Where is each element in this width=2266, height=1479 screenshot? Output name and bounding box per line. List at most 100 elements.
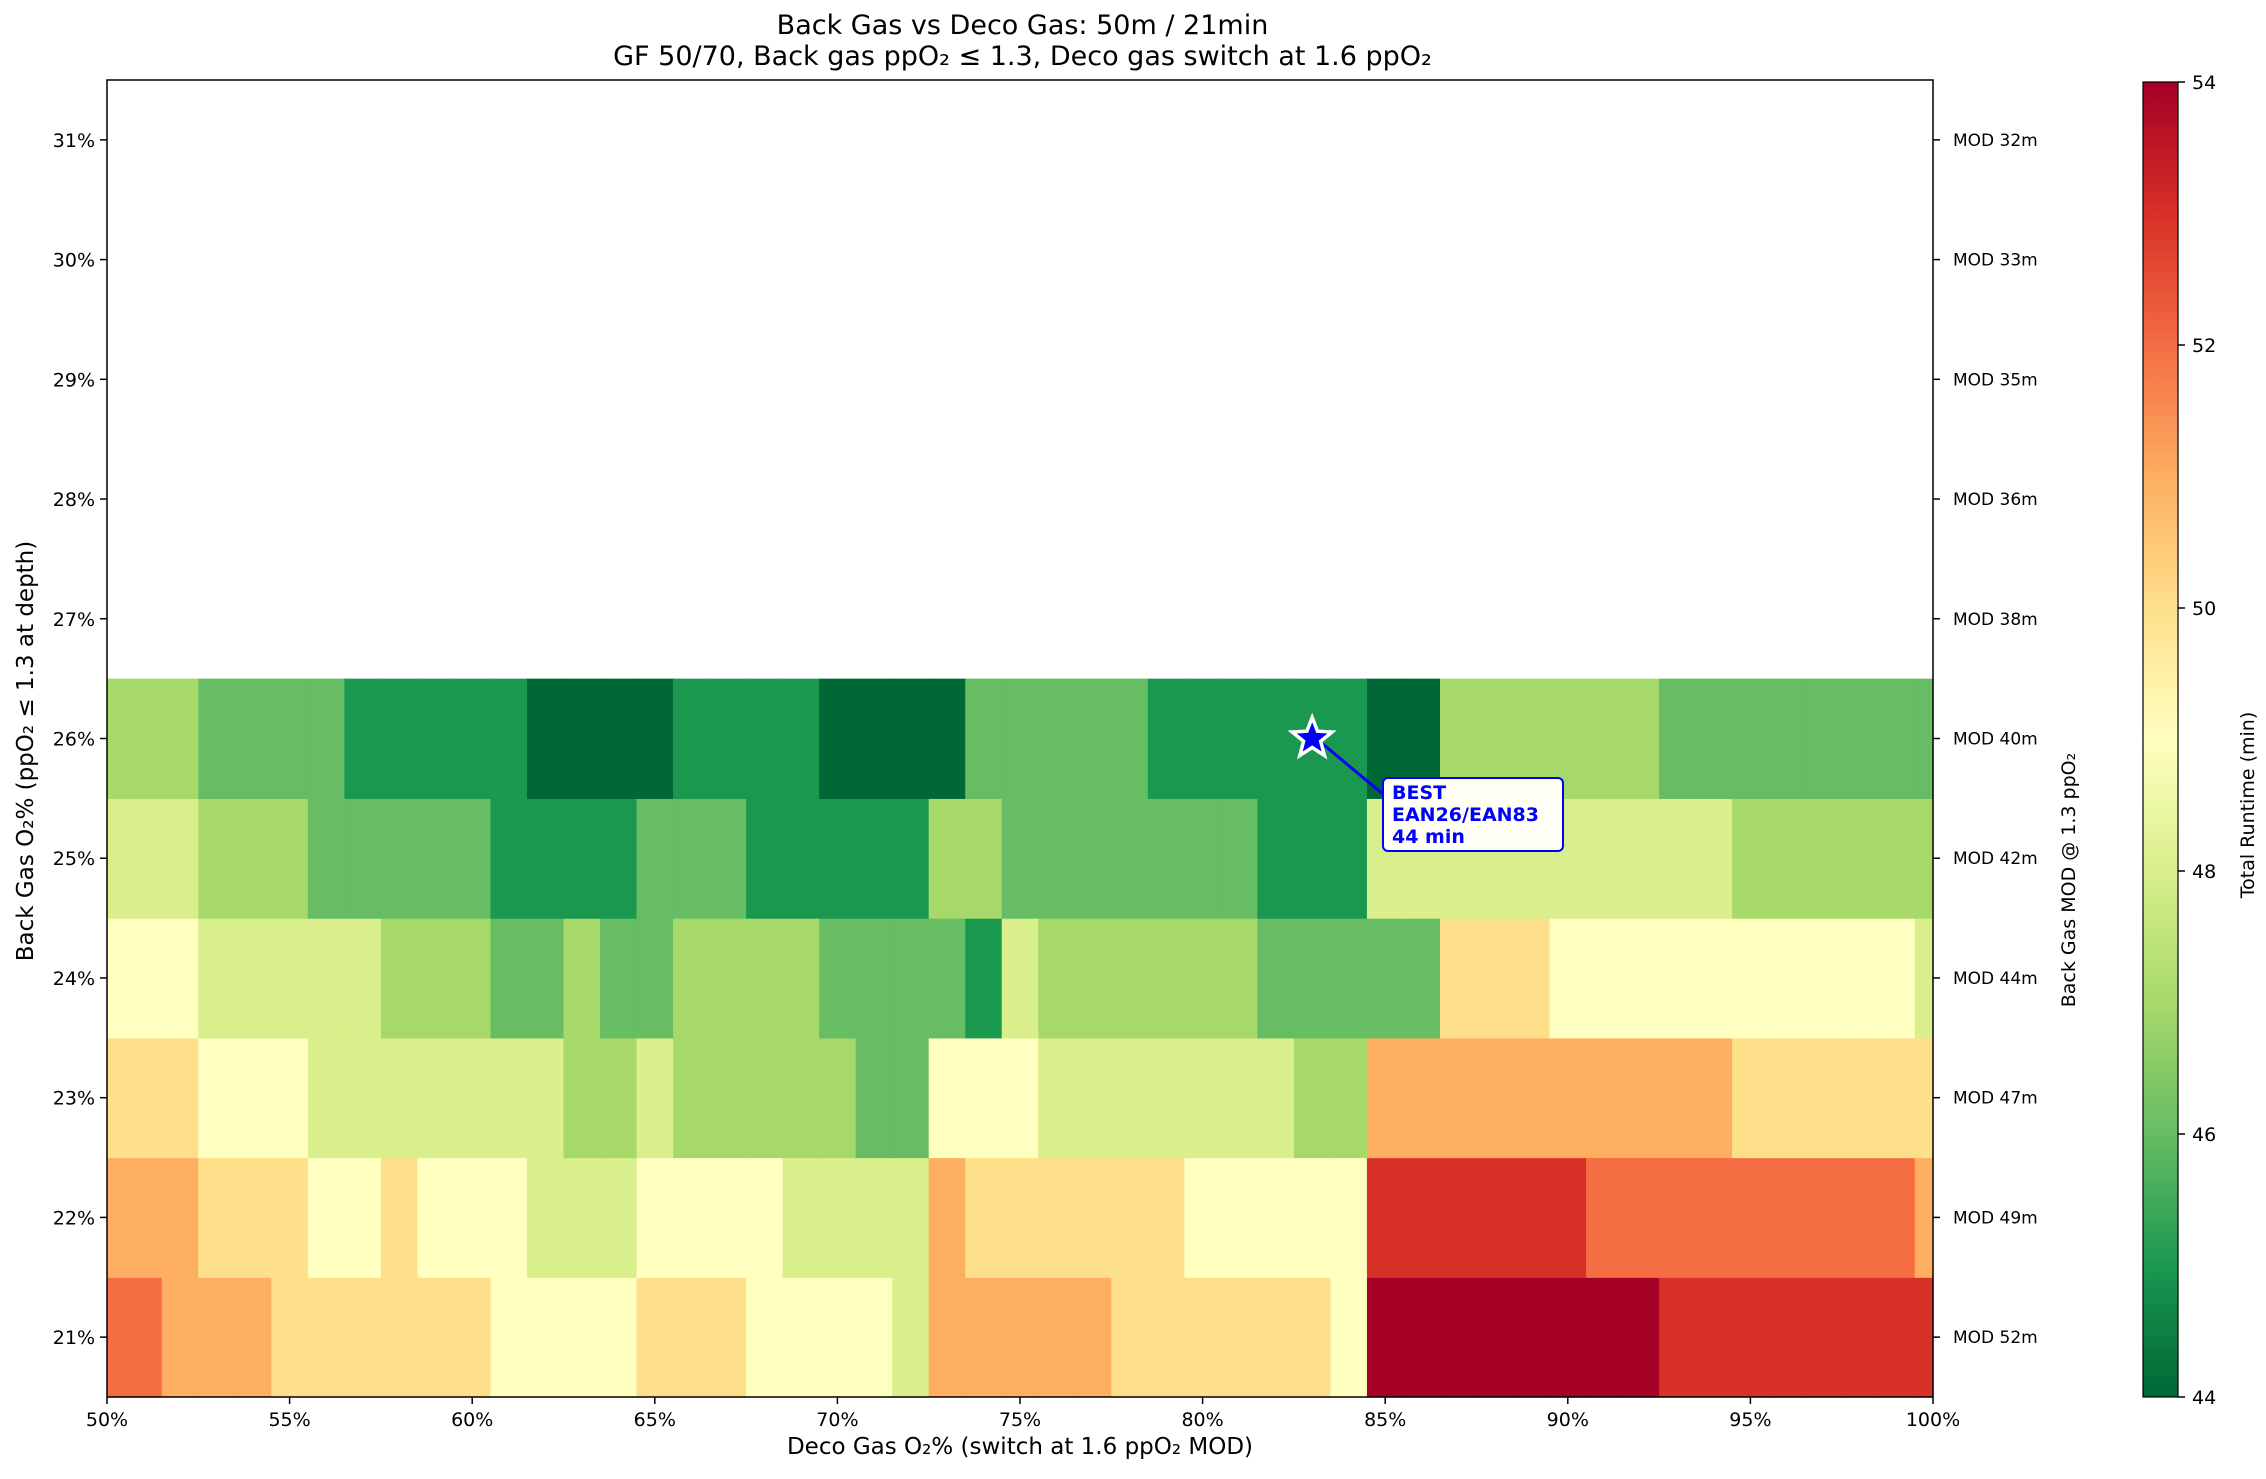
heatmap-cell — [600, 1157, 638, 1278]
heatmap-cell — [673, 1157, 711, 1278]
heatmap-cell — [307, 678, 345, 799]
heatmap-cell — [1768, 1277, 1806, 1398]
heatmap-cell — [125, 678, 163, 799]
heatmap-cell — [1476, 1037, 1514, 1159]
heatmap-cell — [819, 918, 857, 1039]
heatmap-cell — [1659, 1037, 1697, 1159]
heatmap-cell — [526, 1277, 565, 1398]
heatmap-cell — [417, 1277, 455, 1398]
heatmap-cell — [1220, 678, 1258, 799]
heatmap-cell — [1111, 1277, 1149, 1398]
heatmap-cell — [526, 918, 565, 1039]
heatmap-cell — [198, 1277, 236, 1398]
heatmap-cell — [1732, 798, 1770, 919]
heatmap-cell — [1878, 918, 1916, 1039]
heatmap-cell — [344, 1037, 382, 1159]
heatmap-cell — [161, 1157, 199, 1278]
heatmap-cell — [928, 798, 966, 919]
heatmap-cell — [563, 1277, 601, 1398]
heatmap-cell — [1403, 918, 1441, 1039]
heatmap-cell — [1001, 678, 1039, 799]
x-tick-label: 55% — [268, 1409, 310, 1431]
heatmap-cell — [1403, 1037, 1441, 1159]
y-tick-label: 30% — [53, 250, 95, 272]
heatmap-cell — [1732, 1037, 1770, 1159]
heatmap-cell — [1184, 1277, 1222, 1398]
heatmap-cell — [1659, 678, 1697, 799]
heatmap-cell — [1732, 1277, 1770, 1398]
heatmap-cell — [1805, 1037, 1843, 1159]
heatmap-cell — [1841, 678, 1879, 799]
y2-tick-label: MOD 36m — [1953, 490, 2038, 510]
heatmap-cell — [819, 798, 857, 919]
heatmap-cell — [1403, 1277, 1441, 1398]
heatmap-cell — [1074, 678, 1112, 799]
x-tick-label: 100% — [1906, 1409, 1960, 1431]
colorbar-gradient — [2142, 81, 2179, 1398]
heatmap-cells — [107, 678, 1934, 1398]
y-tick-label: 23% — [53, 1088, 95, 1110]
heatmap-cell — [1659, 1157, 1697, 1278]
heatmap-cell — [1476, 918, 1514, 1039]
heatmap-cell — [1293, 918, 1332, 1039]
heatmap-cell — [490, 1157, 528, 1278]
heatmap-cell — [1184, 1157, 1222, 1278]
heatmap-cell — [709, 918, 747, 1039]
heatmap-cell — [490, 918, 528, 1039]
heatmap-cell — [1074, 918, 1112, 1039]
heatmap-cell — [490, 1277, 528, 1398]
heatmap-cell — [673, 1037, 711, 1159]
heatmap-cell — [600, 678, 638, 799]
heatmap-cell — [125, 1157, 163, 1278]
annotation-line-2: EAN26/EAN83 — [1392, 804, 1539, 826]
heatmap-cell — [1805, 1277, 1843, 1398]
heatmap-cell — [1914, 1157, 1934, 1278]
heatmap-cell — [1038, 1037, 1076, 1159]
y-tick-label: 28% — [53, 489, 95, 511]
y2-tick-label: MOD 52m — [1953, 1328, 2038, 1348]
heatmap-cell — [234, 798, 272, 919]
y-tick-label: 29% — [53, 369, 95, 391]
heatmap-cell — [1768, 918, 1806, 1039]
heatmap-cell — [271, 1157, 309, 1278]
heatmap-cell — [1293, 798, 1332, 919]
heatmap-cell — [1695, 1037, 1733, 1159]
heatmap-cell — [234, 1037, 272, 1159]
heatmap-cell — [380, 678, 419, 799]
heatmap-cell — [892, 1277, 930, 1398]
heatmap-cell — [1220, 918, 1258, 1039]
heatmap-cell — [673, 1277, 711, 1398]
heatmap-cell — [782, 798, 820, 919]
heatmap-cell — [1914, 798, 1934, 919]
heatmap-cell — [819, 1037, 857, 1159]
heatmap-cell — [380, 1037, 419, 1159]
heatmap-cell — [1695, 798, 1733, 919]
heatmap-cell — [928, 1037, 966, 1159]
heatmap-cell — [1513, 918, 1551, 1039]
heatmap-cell — [1695, 1157, 1733, 1278]
y2-axis: MOD 52m MOD 49m MOD 47m MOD 44m MOD 42m MOD 4… — [1933, 131, 2038, 1348]
heatmap-cell — [344, 678, 382, 799]
colorbar-tick-label: 48 — [2192, 861, 2216, 883]
heatmap-cell — [344, 1157, 382, 1278]
heatmap-cell — [1841, 918, 1879, 1039]
heatmap-cell — [107, 1157, 126, 1278]
heatmap-cell — [1220, 1277, 1258, 1398]
heatmap-cell — [1293, 1037, 1332, 1159]
heatmap-cell — [125, 918, 163, 1039]
heatmap-cell — [1768, 798, 1806, 919]
heatmap-cell — [746, 678, 784, 799]
heatmap-cell — [709, 678, 747, 799]
heatmap-cell — [636, 1157, 674, 1278]
heatmap-cell — [1476, 1157, 1514, 1278]
chart-title: Back Gas vs Deco Gas: 50m / 21min — [776, 10, 1269, 41]
heatmap-cell — [1659, 918, 1697, 1039]
heatmap-cell — [1111, 918, 1149, 1039]
heatmap-cell — [1878, 1037, 1916, 1159]
heatmap-cell — [1257, 918, 1295, 1039]
heatmap-cell — [271, 798, 309, 919]
heatmap-cell — [161, 1277, 199, 1398]
annotation-arrow — [1321, 742, 1385, 797]
heatmap-cell — [1878, 678, 1916, 799]
